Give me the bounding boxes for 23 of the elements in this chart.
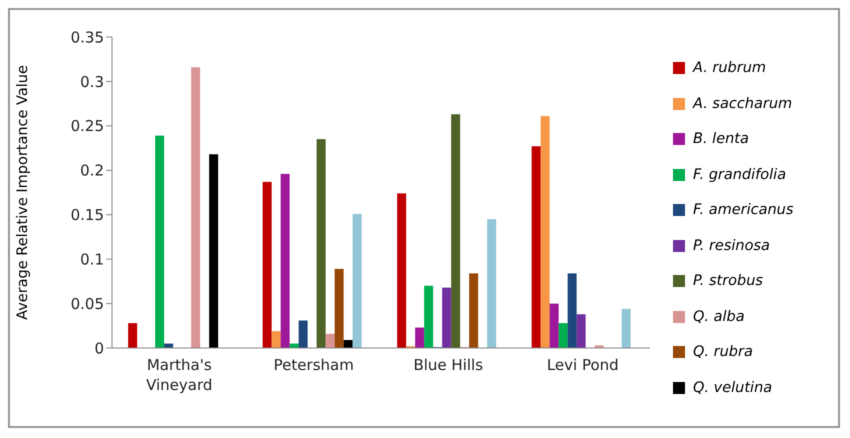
- y-tick-label: 0.1: [80, 250, 104, 268]
- y-tick-label: 0.2: [80, 162, 104, 180]
- y-tick-label: 0.35: [70, 28, 104, 46]
- y-tick-label: 0.15: [70, 206, 104, 224]
- legend-label: Q. alba: [693, 308, 745, 324]
- legend-label: P. resinosa: [693, 238, 770, 254]
- x-tick-label: Petersham: [274, 356, 354, 374]
- x-tick-label: Martha's Vineyard: [146, 356, 212, 394]
- legend-label: Q. rubra: [693, 344, 753, 360]
- y-tick-label: 0.25: [70, 117, 104, 136]
- y-tick-label: 0.3: [80, 72, 104, 91]
- y-tick-label: 0.05: [70, 294, 104, 313]
- y-axis-title: Average Relative Importance Value: [15, 65, 32, 320]
- x-tick-label: Levi Pond: [546, 356, 619, 374]
- legend-label: A. rubrum: [693, 60, 766, 76]
- legend-label: P. strobus: [693, 273, 763, 289]
- y-tick-label: 0: [94, 339, 104, 358]
- x-tick-label: Blue Hills: [413, 356, 484, 374]
- legend-label: F. grandifolia: [693, 166, 786, 182]
- legend-label: A. saccharum: [693, 96, 792, 112]
- legend-label: F. americanus: [693, 202, 794, 218]
- legend-label: B. lenta: [693, 131, 749, 147]
- legend-label: Q. velutina: [693, 380, 772, 396]
